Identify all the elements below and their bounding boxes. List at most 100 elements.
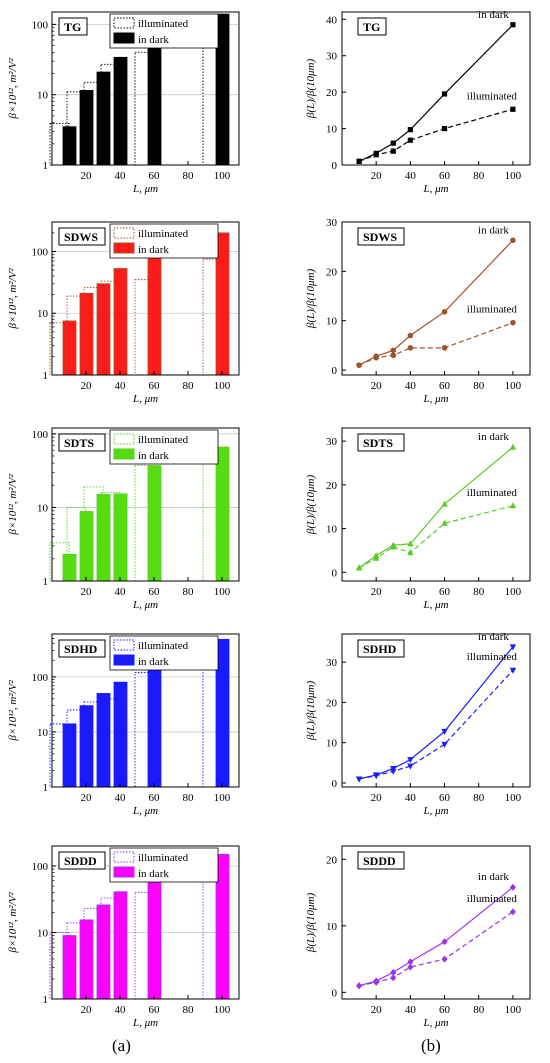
point-illuminated-L30 [390, 768, 397, 775]
bar-xtick-label: 40 [115, 586, 127, 598]
ratio-panel-tag-box [357, 851, 405, 870]
bar-xtick-label: 60 [149, 170, 161, 182]
bar-panel-tag-box [58, 433, 106, 452]
point-illuminated-L20 [372, 554, 380, 561]
point-illuminated-L10 [356, 158, 362, 164]
ratio-yaxis-label: β(L)/β(10μm) [305, 59, 317, 120]
point-dark-L100 [509, 883, 516, 891]
bar-dark-L30 [96, 693, 111, 788]
point-illuminated-L10 [355, 776, 363, 783]
legend-swatch-illuminated [113, 639, 135, 651]
bar-dark-L20 [79, 705, 94, 788]
bar-ytick-label: 1 [43, 160, 49, 172]
ratio-ytick-label: 10 [326, 316, 338, 328]
point-illuminated-L30 [390, 543, 397, 550]
point-illuminated-L60 [441, 955, 448, 963]
label-illuminated: illuminated [467, 651, 518, 663]
bar-illuminated-L30 [83, 701, 104, 788]
ratio-xaxis-label: L, μm [422, 1017, 448, 1029]
ratio-xtick-label: 80 [473, 586, 485, 598]
bar-yaxis-label: β×10¹², m²/V² [7, 268, 19, 330]
bar-ytick-label: 100 [32, 429, 49, 441]
ratio-line-dark [358, 239, 514, 366]
point-dark-L100 [509, 644, 517, 651]
bar-xtick-label: 100 [214, 170, 231, 182]
ratio-ytick-label: 0 [332, 567, 338, 579]
bar-xtick-label: 60 [149, 586, 161, 598]
legend-label-illuminated: illuminated [138, 852, 189, 864]
point-illuminated-L100 [510, 106, 516, 112]
ratio-ytick-label: 30 [326, 436, 338, 448]
ratio-yaxis-label: β(L)/β(10μm) [305, 893, 317, 954]
bar-axes-frame [51, 845, 240, 1000]
bar-illuminated-L20 [66, 91, 87, 166]
point-illuminated-L40 [407, 963, 414, 971]
legend-label-dark: in dark [138, 868, 169, 880]
ratio-panel-sdhd [341, 633, 531, 788]
legend-swatch-illuminated [113, 227, 135, 239]
bar-xtick-label: 20 [81, 380, 93, 392]
bar-xtick-label: 60 [149, 1004, 161, 1016]
bar-dark-L30 [96, 904, 111, 1000]
ratio-ytick-label: 10 [326, 524, 338, 536]
bar-ytick-label: 1 [43, 370, 49, 382]
bar-yaxis-label: β×10¹², m²/V² [7, 474, 19, 536]
ratio-ytick-label: 10 [326, 124, 338, 136]
point-illuminated-L40 [407, 137, 413, 143]
legend-label-dark: in dark [138, 656, 169, 668]
ratio-xtick-label: 100 [505, 586, 522, 598]
label-illuminated: illuminated [467, 90, 518, 102]
ratio-line-dark [358, 446, 514, 569]
point-illuminated-L60 [441, 345, 448, 351]
ratio-yaxis-label: β(L)/β(10μm) [305, 475, 317, 536]
bar-dark-L60 [147, 465, 162, 582]
bar-dark-L60 [147, 664, 162, 788]
bar-panel-sdhd [49, 633, 240, 788]
bar-xtick-label: 40 [115, 1004, 127, 1016]
point-illuminated-L20 [373, 354, 379, 361]
bar-dark-L40 [113, 56, 128, 166]
bar-dark-L40 [113, 268, 128, 376]
legend-label-dark: in dark [138, 244, 169, 256]
legend-label-illuminated: illuminated [138, 18, 189, 30]
bar-ytick-label: 10 [37, 727, 49, 739]
point-illuminated-L40 [407, 763, 414, 770]
point-illuminated-L10 [355, 564, 363, 571]
bar-dark-L40 [113, 891, 128, 1000]
bar-dark-L10 [62, 320, 77, 376]
ratio-ytick-label: 0 [332, 160, 338, 172]
bar-xtick-label: 80 [183, 1004, 195, 1016]
bar-illuminated-L30 [83, 287, 104, 376]
bar-xtick-label: 100 [214, 380, 231, 392]
ratio-line-illuminated [358, 505, 514, 569]
ratio-xtick-label: 100 [505, 792, 522, 804]
point-dark-L30 [390, 347, 397, 354]
bar-dark-L20 [79, 90, 94, 166]
ratio-axes-frame [341, 11, 531, 166]
point-illuminated-L100 [509, 502, 517, 509]
ratio-panel-tag: SDWS [363, 230, 397, 244]
label-in-dark: in dark [478, 9, 509, 21]
bar-ytick-label: 10 [37, 502, 49, 514]
bar-yaxis-label: β×10¹², m²/V² [7, 58, 19, 120]
ratio-panel-tag: SDHD [363, 642, 397, 656]
ratio-line-illuminated [358, 911, 514, 987]
bar-axes-frame [51, 633, 240, 788]
point-illuminated-L10 [356, 362, 362, 368]
bar-ytick-label: 100 [32, 19, 49, 31]
legend-swatch-dark [113, 32, 135, 44]
ratio-axes-frame [341, 633, 531, 788]
bar-ytick-label: 10 [37, 308, 49, 320]
ratio-xtick-label: 60 [439, 170, 451, 182]
ratio-xtick-label: 40 [405, 792, 417, 804]
ratio-ytick-label: 20 [326, 480, 338, 492]
bar-axes-frame [51, 427, 240, 582]
ratio-xtick-label: 100 [505, 170, 522, 182]
bar-panel-tag-box [58, 17, 88, 36]
bar-dark-L100 [215, 446, 230, 582]
bar-xaxis-label: L, μm [132, 1017, 158, 1029]
ratio-axes-frame [341, 845, 531, 1000]
ratio-ytick-label: 10 [326, 738, 338, 750]
bar-dark-L60 [147, 875, 162, 1000]
